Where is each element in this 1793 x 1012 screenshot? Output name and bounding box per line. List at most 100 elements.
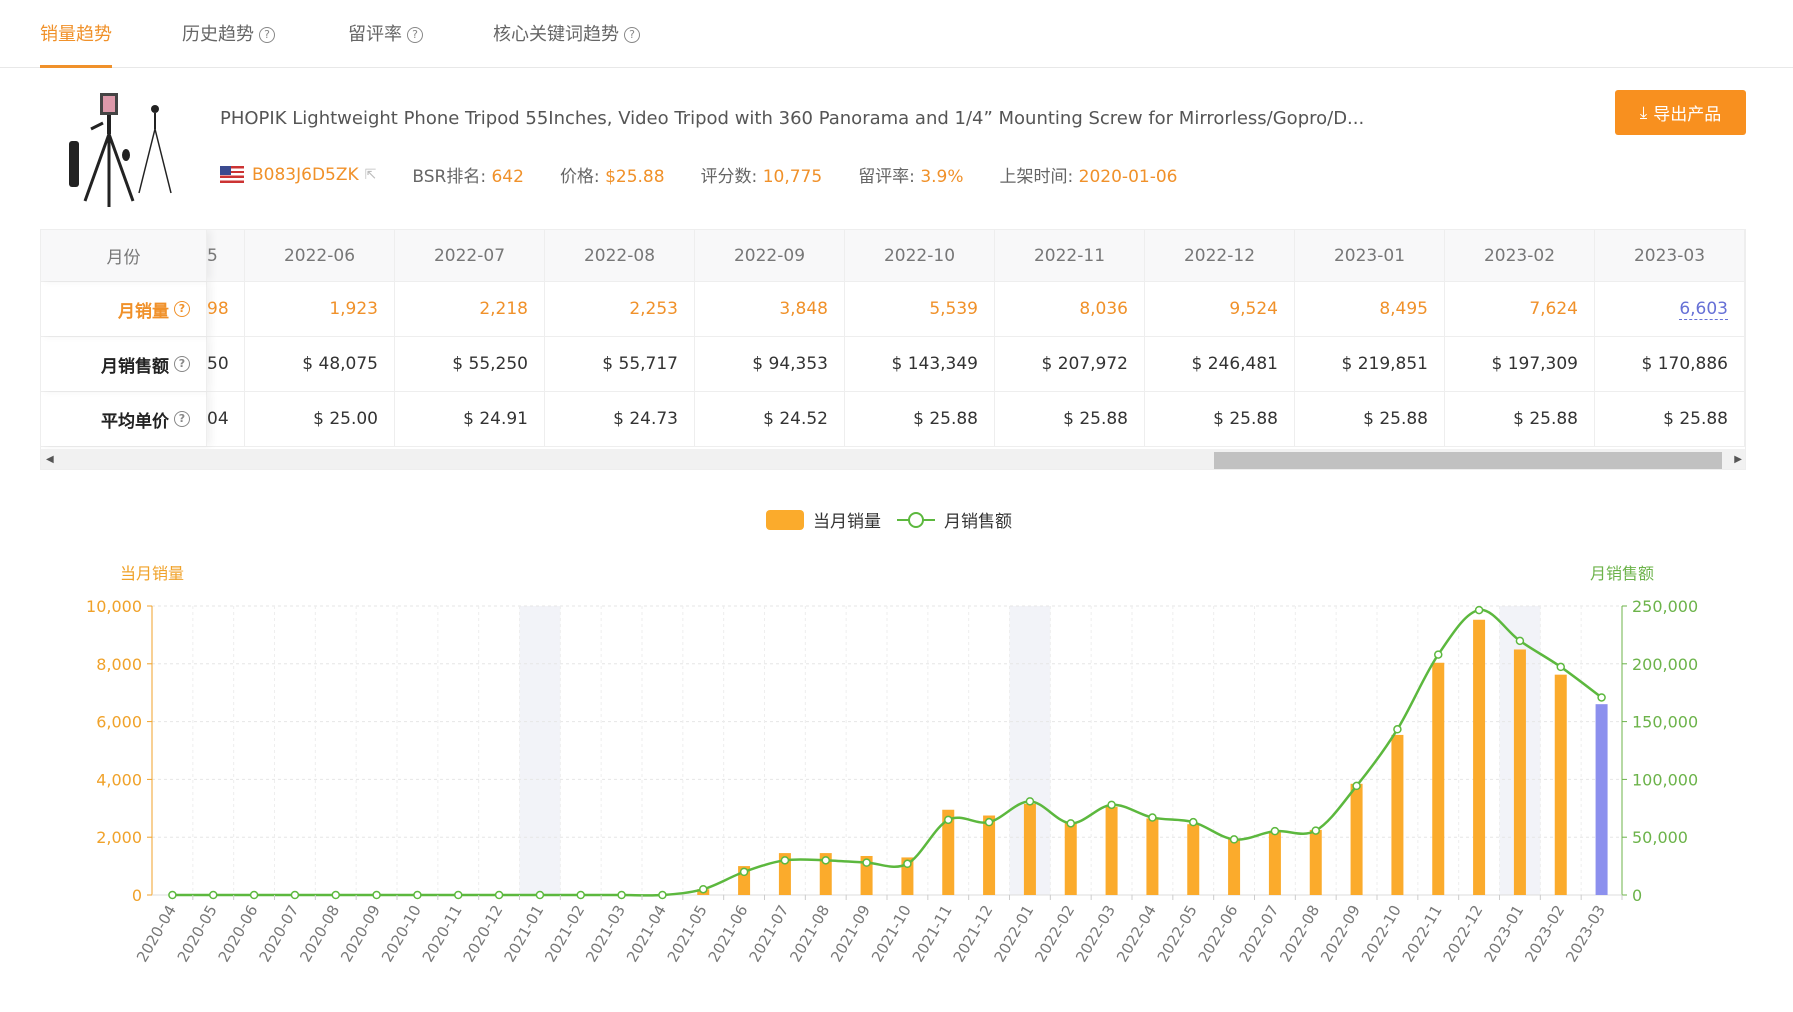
sales-bar <box>983 815 996 895</box>
revenue-point <box>1189 817 1198 827</box>
review-count: 评分数: 10,775 <box>701 162 823 187</box>
x-tick-label: 2020-04 <box>133 902 180 965</box>
month-header: 2023-03 <box>1595 230 1745 281</box>
x-tick-label: 2023-03 <box>1562 902 1609 965</box>
table-cell: $ 207,972 <box>995 337 1145 391</box>
tab-keyword-trend[interactable]: 核心关键词趋势? <box>493 20 640 68</box>
table-cell: $ 25.88 <box>995 392 1145 446</box>
x-tick-label: 2021-01 <box>500 902 547 965</box>
tab-bar: 销量趋势 历史趋势? 留评率? 核心关键词趋势? <box>0 0 1793 68</box>
sales-bar <box>1595 704 1608 895</box>
y-tick-label-right: 0 <box>1632 886 1642 905</box>
table-cell-partial: 5 <box>207 230 245 281</box>
help-icon[interactable]: ? <box>624 27 640 43</box>
table-cell: $ 25.00 <box>245 392 395 446</box>
help-icon[interactable]: ? <box>407 27 423 43</box>
sales-bar <box>942 809 955 895</box>
asin-link[interactable]: B083J6D5ZK <box>252 164 359 185</box>
highlight-band <box>519 606 561 895</box>
x-tick-label: 2021-09 <box>827 902 874 965</box>
monthly-sales-row: 月销量? 98 1,923 2,218 2,253 3,848 5,539 8,036 9,52… <box>41 282 1745 337</box>
revenue-point <box>372 890 381 900</box>
monthly-revenue-row: 月销售额? 50 $ 48,075 $ 55,250 $ 55,717 $ 94,353 $… <box>41 337 1745 392</box>
product-info-row: B083J6D5ZK ⇱ BSR排名: 642 价格: $25.88 评分数: … <box>220 162 1213 187</box>
x-tick-label: 2022-11 <box>1399 902 1446 965</box>
export-label: 导出产品 <box>1653 105 1722 125</box>
product-title[interactable]: PHOPIK Lightweight Phone Tripod 55Inches… <box>220 108 1365 129</box>
sales-bar <box>1309 829 1322 895</box>
x-tick-label: 2020-09 <box>337 902 384 965</box>
y-axis-title-left: 当月销量 <box>120 564 184 583</box>
table-cell: $ 25.88 <box>1145 392 1295 446</box>
y-tick-label-left: 4,000 <box>96 770 142 789</box>
revenue-point <box>1352 781 1361 791</box>
revenue-point <box>413 890 422 900</box>
review-count-value: 10,775 <box>762 167 823 187</box>
x-tick-label: 2022-12 <box>1440 902 1487 965</box>
sales-bar <box>1350 783 1363 895</box>
legend-revenue-label[interactable]: 月销售额 <box>944 512 1012 532</box>
x-tick-label: 2020-11 <box>419 902 466 965</box>
tab-label: 核心关键词趋势 <box>493 24 619 45</box>
table-header-row: 月份 5 2022-06 2022-07 2022-08 2022-09 2022-10 20… <box>41 230 1745 282</box>
review-rate-value: 3.9% <box>920 167 964 187</box>
review-rate: 留评率: 3.9% <box>858 162 963 187</box>
scroll-right-icon[interactable]: ▶ <box>1734 454 1742 465</box>
revenue-point <box>658 890 667 900</box>
x-tick-label: 2022-06 <box>1195 902 1242 965</box>
table-cell: 5,539 <box>845 282 995 336</box>
x-tick-label: 2022-01 <box>990 902 1037 965</box>
bsr-value: 642 <box>491 167 524 187</box>
table-cell: $ 25.88 <box>845 392 995 446</box>
sales-bar <box>819 853 832 895</box>
table-cell: $ 170,886 <box>1595 337 1745 391</box>
x-tick-label: 2021-12 <box>950 902 997 965</box>
x-tick-label: 2021-02 <box>541 902 588 965</box>
revenue-point <box>1148 813 1157 822</box>
horizontal-scrollbar[interactable]: ◀ ▶ <box>41 449 1745 469</box>
table-cell: $ 48,075 <box>245 337 395 391</box>
sales-bar <box>1554 674 1567 895</box>
revenue-point <box>1597 693 1606 702</box>
external-link-icon[interactable]: ⇱ <box>364 166 377 183</box>
table-cell: $ 24.52 <box>695 392 845 446</box>
product-image[interactable] <box>63 89 183 207</box>
help-icon[interactable]: ? <box>174 356 190 372</box>
help-icon[interactable]: ? <box>174 301 190 317</box>
x-tick-label: 2022-04 <box>1113 902 1160 965</box>
x-tick-label: 2021-06 <box>705 902 752 965</box>
sales-bar <box>1391 734 1404 895</box>
legend-line-swatch[interactable] <box>897 510 935 530</box>
legend-bar-swatch[interactable] <box>766 509 804 530</box>
help-icon[interactable]: ? <box>259 27 275 43</box>
us-flag-icon <box>220 166 244 183</box>
revenue-point <box>1229 835 1239 844</box>
legend-sales-label[interactable]: 当月销量 <box>813 512 881 532</box>
month-header: 2022-08 <box>545 230 695 281</box>
scroll-left-icon[interactable]: ◀ <box>46 454 54 465</box>
x-tick-label: 2020-10 <box>378 902 425 965</box>
y-tick-label-right: 50,000 <box>1632 828 1688 847</box>
sales-bar <box>1105 806 1118 895</box>
tab-sales-trend[interactable]: 销量趋势 <box>40 20 112 68</box>
bsr-rank: BSR排名: 642 <box>412 162 524 187</box>
table-cell[interactable]: 6,603 <box>1595 282 1745 336</box>
tab-history-trend[interactable]: 历史趋势? <box>182 20 275 68</box>
current-month-sales-link[interactable]: 6,603 <box>1679 298 1728 320</box>
revenue-point <box>1107 800 1116 810</box>
table-cell: $ 25.88 <box>1445 392 1595 446</box>
revenue-point <box>1270 826 1280 836</box>
revenue-point <box>821 856 830 865</box>
price: 价格: $25.88 <box>560 162 665 187</box>
month-header: 2022-10 <box>845 230 995 281</box>
table-cell: 7,624 <box>1445 282 1595 336</box>
sales-bar <box>778 853 791 895</box>
help-icon[interactable]: ? <box>174 411 190 427</box>
export-product-button[interactable]: ⤓ 导出产品 <box>1615 90 1746 135</box>
y-tick-label-left: 0 <box>132 886 142 905</box>
tab-review-rate[interactable]: 留评率? <box>348 20 423 68</box>
scrollbar-thumb[interactable] <box>1214 452 1722 469</box>
revenue-point <box>535 890 545 900</box>
x-tick-label: 2022-03 <box>1072 902 1119 965</box>
x-tick-label: 2022-02 <box>1031 902 1078 965</box>
